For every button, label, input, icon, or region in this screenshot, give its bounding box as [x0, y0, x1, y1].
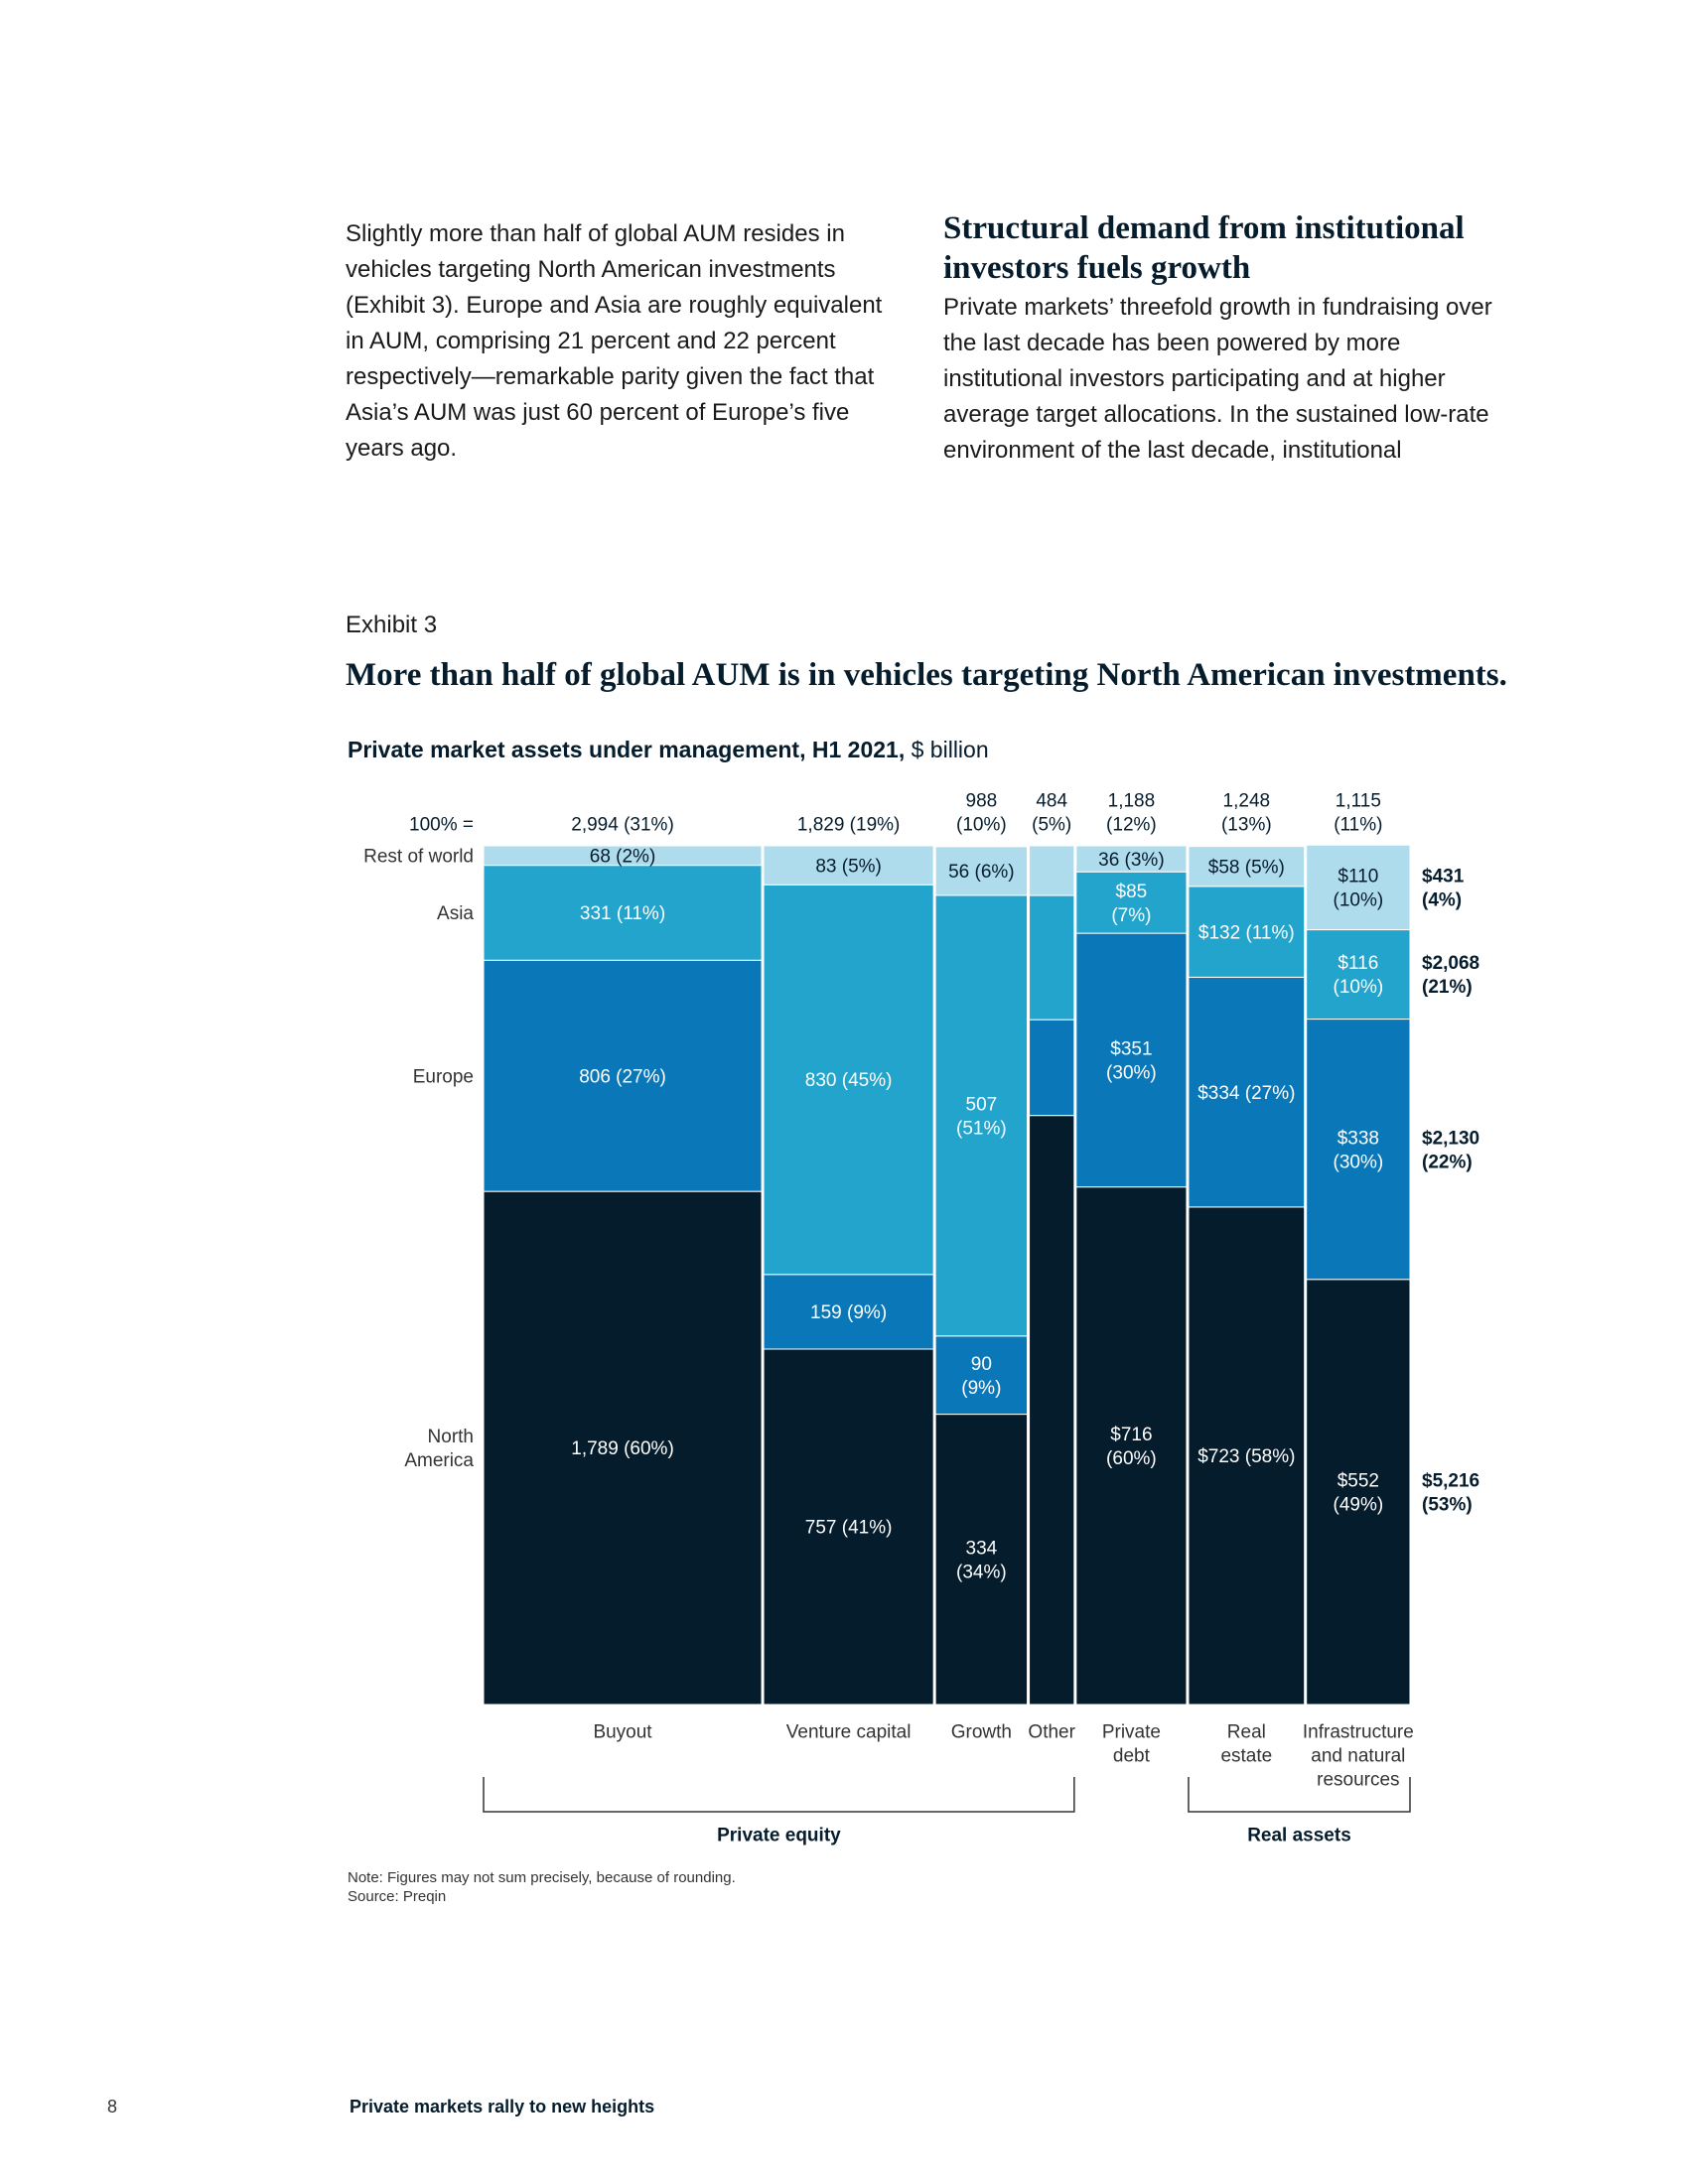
label-infrastructure-europe: $338 (30%) [1334, 1128, 1384, 1172]
label-private-debt-europe: $351 (30%) [1106, 1039, 1157, 1084]
label-venture-capital-north-america: 757 (41%) [805, 1518, 893, 1539]
label-buyout-north-america: 1,789 (60%) [571, 1438, 674, 1459]
segment-infrastructure-asia [1306, 929, 1411, 1021]
page-number: 8 [107, 2097, 118, 2116]
label-infrastructure-north-america: $552 (49%) [1334, 1471, 1384, 1516]
section-paragraph: Private markets’ threefold growth in fun… [943, 294, 1492, 464]
label-private-debt-north-america: $716 (60%) [1106, 1425, 1157, 1469]
segment-real-estate-europe [1188, 976, 1306, 1208]
segment-real-estate-north-america [1188, 1206, 1306, 1706]
category-growth: Growth [951, 1722, 1012, 1743]
label-real-estate-europe: $334 (27%) [1197, 1083, 1295, 1104]
region-total-rest-of-world: $431 (4%) [1422, 867, 1465, 911]
label-growth-north-america: 334 (34%) [956, 1538, 1007, 1582]
region-total-europe: $2,130 (22%) [1422, 1128, 1479, 1172]
segment-infrastructure-rest-of-world [1306, 844, 1411, 931]
total-buyout: 2,994 (31%) [571, 815, 674, 836]
segment-real-estate-asia [1188, 886, 1306, 978]
label-private-debt-rest-of-world: 36 (3%) [1098, 850, 1165, 871]
total-other: 484 (5%) [1032, 791, 1071, 836]
segment-other-north-america [1029, 1115, 1075, 1706]
label-real-estate-rest-of-world: $58 (5%) [1208, 857, 1285, 878]
category-private-debt: Private debt [1102, 1722, 1161, 1767]
label-growth-asia: 507 (51%) [956, 1094, 1007, 1139]
category-real-estate: Real estate [1220, 1722, 1272, 1767]
total-venture-capital: 1,829 (19%) [797, 815, 901, 836]
segment-other-asia [1029, 894, 1075, 1021]
group-label-private-equity: Private equity [717, 1826, 841, 1846]
label-infrastructure-rest-of-world: $110 (10%) [1334, 867, 1384, 911]
row-label-rest-of-world: Rest of world [363, 846, 474, 867]
label-growth-europe: 90 (9%) [961, 1354, 1001, 1399]
exhibit-title: More than half of global AUM is in vehic… [346, 657, 1507, 693]
exhibit-label: Exhibit 3 [346, 612, 438, 638]
note-text: Note: Figures may not sum precisely, bec… [348, 1869, 736, 1886]
label-growth-rest-of-world: 56 (6%) [948, 862, 1015, 883]
segment-infrastructure-europe [1306, 1019, 1411, 1281]
bracket-real-assets [1188, 1777, 1411, 1813]
category-buyout: Buyout [593, 1722, 652, 1743]
segment-venture-capital-asia [763, 884, 934, 1276]
segment-venture-capital-rest-of-world [763, 845, 934, 886]
segment-venture-capital-europe [763, 1274, 934, 1350]
label-buyout-europe: 806 (27%) [579, 1066, 666, 1087]
segment-private-debt-north-america [1075, 1186, 1188, 1706]
category-other: Other [1028, 1722, 1075, 1743]
segment-growth-rest-of-world [934, 846, 1029, 896]
region-total-asia: $2,068 (21%) [1422, 953, 1479, 998]
label-infrastructure-asia: $116 (10%) [1334, 953, 1384, 998]
segment-buyout-asia [483, 865, 763, 961]
segment-buyout-europe [483, 959, 763, 1192]
row-label-north-america: North America [404, 1427, 474, 1471]
hundred-percent-label: 100% = [409, 815, 474, 836]
segment-growth-north-america [934, 1414, 1029, 1706]
chart-subtitle-main: Private market assets under management, … [348, 737, 906, 762]
footer-title: Private markets rally to new heights [350, 2097, 655, 2116]
intro-paragraph: Slightly more than half of global AUM re… [346, 220, 883, 462]
total-private-debt: 1,188 (12%) [1106, 791, 1157, 836]
label-venture-capital-europe: 159 (9%) [810, 1302, 887, 1323]
bracket-private-equity [483, 1777, 1075, 1813]
label-buyout-asia: 331 (11%) [580, 903, 665, 924]
segment-infrastructure-north-america [1306, 1279, 1411, 1706]
label-private-debt-asia: $85 (7%) [1111, 882, 1151, 926]
category-infrastructure: Infrastructure and natural resources [1303, 1722, 1414, 1791]
segment-venture-capital-north-america [763, 1348, 934, 1706]
marimekko-chart: 1,789 (60%) 806 (27%) 331 (11%) 68 (2%) 2,99… [363, 791, 1479, 1846]
segment-buyout-north-america [483, 1190, 763, 1706]
segment-real-estate-rest-of-world [1188, 846, 1306, 887]
right-column: Structural demand from institutional inv… [943, 208, 1519, 469]
segment-other-europe [1029, 1019, 1075, 1117]
segment-private-debt-europe [1075, 932, 1188, 1188]
chart-subtitle-unit: $ billion [905, 737, 989, 762]
label-venture-capital-rest-of-world: 83 (5%) [815, 856, 882, 877]
segment-growth-europe [934, 1335, 1029, 1416]
segment-growth-asia [934, 894, 1029, 1337]
group-label-real-assets: Real assets [1247, 1826, 1351, 1846]
segment-other-rest-of-world [1029, 845, 1075, 896]
section-heading: Structural demand from institutional inv… [943, 210, 1465, 286]
segment-private-debt-rest-of-world [1075, 845, 1188, 873]
chart-notes: Note: Figures may not sum precisely, bec… [348, 1868, 736, 1906]
row-label-europe: Europe [413, 1066, 474, 1087]
region-total-north-america: $5,216 (53%) [1422, 1471, 1479, 1516]
row-label-asia: Asia [437, 903, 474, 924]
total-growth: 988 (10%) [956, 791, 1007, 836]
segment-private-debt-asia [1075, 871, 1188, 934]
total-real-estate: 1,248 (13%) [1221, 791, 1272, 836]
category-venture-capital: Venture capital [786, 1722, 912, 1743]
segment-buyout-rest-of-world [483, 845, 763, 867]
label-buyout-rest-of-world: 68 (2%) [590, 846, 656, 867]
total-infrastructure: 1,115 (11%) [1334, 791, 1382, 836]
label-venture-capital-asia: 830 (45%) [805, 1070, 893, 1091]
label-real-estate-north-america: $723 (58%) [1197, 1446, 1295, 1467]
source-text: Source: Preqin [348, 1888, 447, 1905]
label-real-estate-asia: $132 (11%) [1198, 922, 1295, 943]
chart-subtitle: Private market assets under management, … [348, 737, 989, 763]
